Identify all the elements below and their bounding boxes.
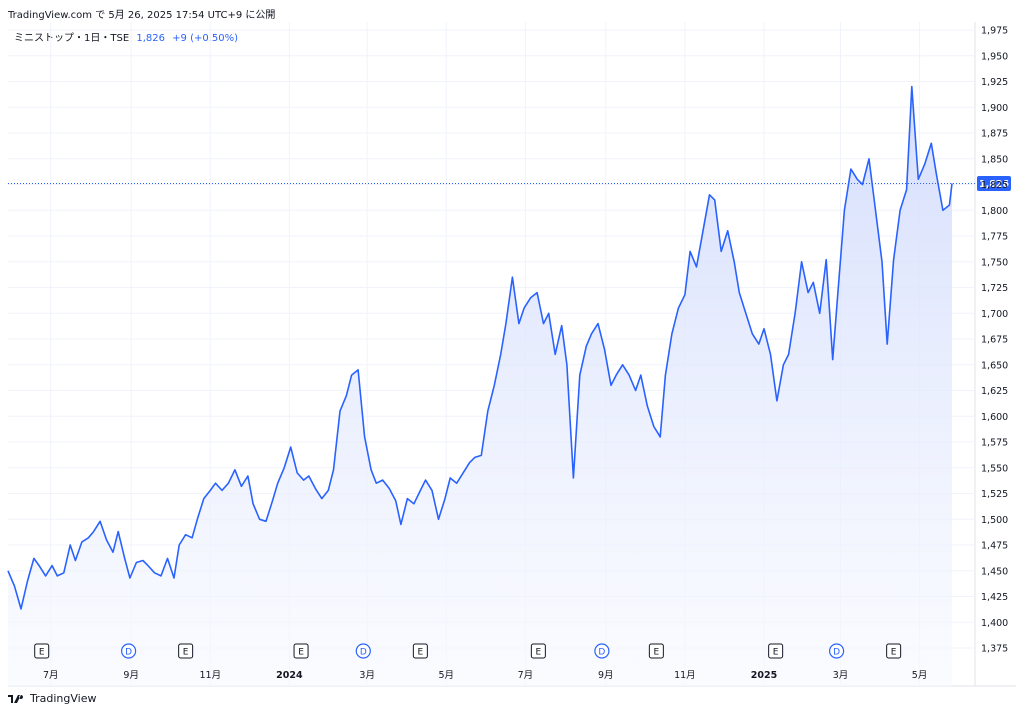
price-tick-label: 1,725	[981, 283, 1008, 294]
brand-name: TradingView	[30, 692, 97, 705]
price-tick-label: 1,575	[981, 438, 1008, 449]
dividend-marker-label: D	[125, 648, 132, 658]
dividend-marker	[828, 643, 845, 659]
last-price: 1,826	[136, 33, 165, 44]
time-tick-label: 11月	[199, 670, 221, 681]
earnings-marker-label: E	[773, 648, 779, 658]
dividend-marker-label: D	[360, 648, 367, 658]
time-tick-label: 5月	[912, 670, 928, 681]
price-change: +9 (+0.50%)	[172, 33, 239, 44]
time-axis: 7月 9月 11月 2024 3月 5月 7月 9月 11月 2025 3月 5月	[43, 670, 927, 681]
price-tick-label: 1,900	[981, 103, 1008, 114]
time-tick-label: 3月	[833, 670, 849, 681]
time-tick-label: 9月	[123, 670, 139, 681]
price-tick-label: 1,550	[981, 463, 1008, 474]
price-tick-label: 1,500	[981, 515, 1008, 526]
price-tick-label: 1,800	[981, 206, 1008, 217]
price-tick-label: 1,675	[981, 335, 1008, 346]
symbol-name[interactable]: ミニストップ・1日・TSE	[14, 33, 130, 44]
price-tick-label: 1,525	[981, 489, 1008, 500]
dividend-marker-label: D	[598, 648, 605, 658]
earnings-marker	[412, 643, 428, 659]
price-line	[7, 85, 953, 610]
earnings-marker	[293, 643, 309, 659]
dividend-marker-label: D	[833, 648, 840, 658]
earnings-marker-label: E	[39, 648, 45, 658]
earnings-marker-label: E	[183, 648, 189, 658]
earnings-marker	[178, 643, 194, 659]
time-tick-label: 7月	[518, 670, 534, 681]
time-tick-label: 5月	[439, 670, 455, 681]
price-tick-label: 1,875	[981, 129, 1008, 140]
price-tick-label: 1,775	[981, 232, 1008, 243]
chart-legend: ミニストップ・1日・TSE 1,826 +9 (+0.50%)	[14, 29, 238, 44]
publish-info: TradingView.com で 5月 26, 2025 17:54 UTC+…	[8, 10, 276, 21]
price-tick-label: 1,625	[981, 386, 1008, 397]
price-tick-label: 1,600	[981, 412, 1008, 423]
price-tick-label: 1,700	[981, 309, 1008, 320]
earnings-marker-label: E	[536, 648, 542, 658]
price-tick-label: 1,750	[981, 257, 1008, 268]
tradingview-logo-icon	[8, 694, 24, 703]
earnings-marker	[648, 643, 664, 659]
earnings-marker	[886, 643, 902, 659]
price-tick-label: 1,950	[981, 51, 1008, 62]
last-price-badge	[977, 175, 1011, 191]
price-tick-label: 1,400	[981, 618, 1008, 629]
time-tick-label: 2024	[276, 670, 303, 681]
time-tick-label: 9月	[598, 670, 614, 681]
price-tick-label: 1,825	[981, 180, 1008, 191]
last-price-line: 1,826	[8, 175, 1011, 191]
price-axis: 1,375 1,400 1,425 1,450 1,475 1,500 1,525 1,550…	[981, 26, 1008, 655]
earnings-marker	[34, 643, 50, 659]
price-tick-label: 1,375	[981, 644, 1008, 655]
price-tick-label: 1,450	[981, 566, 1008, 577]
time-tick-label: 11月	[674, 670, 696, 681]
earnings-marker-label: E	[891, 648, 897, 658]
last-price-badge-label: 1,826	[979, 179, 1009, 190]
time-tick-label: 2025	[751, 670, 777, 681]
earnings-marker	[530, 643, 546, 659]
earnings-marker-label: E	[654, 648, 660, 658]
time-tick-label: 3月	[359, 670, 375, 681]
price-tick-label: 1,425	[981, 592, 1008, 603]
time-tick-label: 7月	[43, 670, 59, 681]
earnings-marker-label: E	[298, 648, 304, 658]
price-area	[7, 85, 953, 687]
price-area-fill	[8, 86, 952, 687]
earnings-marker	[768, 643, 784, 659]
dividend-marker	[594, 643, 610, 659]
price-tick-label: 1,850	[981, 154, 1008, 165]
earnings-marker-label: E	[418, 648, 424, 658]
price-tick-label: 1,650	[981, 360, 1008, 371]
price-tick-label: 1,975	[981, 26, 1008, 37]
dividend-marker	[355, 643, 371, 659]
tradingview-footer: TradingView	[8, 692, 96, 705]
price-tick-label: 1,925	[981, 77, 1008, 88]
dividend-marker	[120, 643, 137, 659]
price-tick-label: 1,475	[981, 541, 1008, 552]
